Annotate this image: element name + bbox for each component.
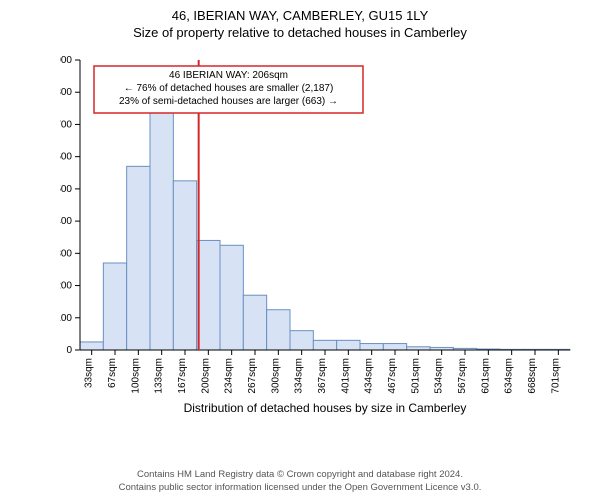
svg-text:200sqm: 200sqm <box>200 358 211 394</box>
histogram-bar <box>80 342 103 350</box>
svg-text:100sqm: 100sqm <box>130 358 141 394</box>
histogram-bar <box>103 263 126 350</box>
svg-text:501sqm: 501sqm <box>410 358 421 394</box>
histogram-svg: 0 100 200 300 400 500 600 700 800 900 33sqm 67sqm 10… <box>60 50 580 420</box>
svg-text:800: 800 <box>60 87 72 98</box>
svg-text:534sqm: 534sqm <box>434 358 445 394</box>
svg-text:701sqm: 701sqm <box>550 358 561 394</box>
svg-text:33sqm: 33sqm <box>84 358 95 388</box>
svg-text:700: 700 <box>60 119 72 130</box>
svg-text:0: 0 <box>66 345 72 356</box>
svg-text:401sqm: 401sqm <box>340 358 351 394</box>
histogram-bar <box>127 166 150 350</box>
svg-text:367sqm: 367sqm <box>317 358 328 394</box>
svg-text:334sqm: 334sqm <box>294 358 305 394</box>
svg-text:467sqm: 467sqm <box>387 358 398 394</box>
histogram-bar <box>197 240 220 350</box>
attribution-block: Contains HM Land Registry data © Crown c… <box>0 469 600 494</box>
histogram-bar <box>267 310 290 350</box>
title-line-1: 46, IBERIAN WAY, CAMBERLEY, GU15 1LY <box>0 8 600 23</box>
svg-text:601sqm: 601sqm <box>480 358 491 394</box>
svg-text:200: 200 <box>60 281 72 292</box>
svg-text:300: 300 <box>60 248 72 259</box>
svg-text:668sqm: 668sqm <box>527 358 538 394</box>
title-line-2: Size of property relative to detached ho… <box>0 25 600 40</box>
svg-text:567sqm: 567sqm <box>457 358 468 394</box>
svg-text:634sqm: 634sqm <box>504 358 515 394</box>
svg-text:300sqm: 300sqm <box>270 358 281 394</box>
histogram-bar <box>220 245 243 350</box>
svg-text:234sqm: 234sqm <box>224 358 235 394</box>
histogram-bar <box>383 344 406 350</box>
svg-text:400: 400 <box>60 216 72 227</box>
attribution-line-2: Contains public sector information licen… <box>0 482 600 494</box>
histogram-bar <box>337 340 360 350</box>
histogram-bar <box>243 295 266 350</box>
histogram-bar <box>360 344 383 350</box>
svg-text:67sqm: 67sqm <box>107 358 118 388</box>
svg-text:267sqm: 267sqm <box>247 358 258 394</box>
svg-text:100: 100 <box>60 313 72 324</box>
histogram-bar <box>173 181 196 350</box>
attribution-line-1: Contains HM Land Registry data © Crown c… <box>0 469 600 481</box>
svg-text:600: 600 <box>60 152 72 163</box>
svg-text:500: 500 <box>60 184 72 195</box>
svg-text:167sqm: 167sqm <box>177 358 188 394</box>
histogram-bar <box>150 97 173 350</box>
chart-area: 0 100 200 300 400 500 600 700 800 900 33sqm 67sqm 10… <box>60 50 580 420</box>
annotation-line: ← 76% of detached houses are smaller (2,… <box>124 83 334 94</box>
annotation-line: 46 IBERIAN WAY: 206sqm <box>169 70 288 81</box>
svg-text:434sqm: 434sqm <box>364 358 375 394</box>
x-axis-label: Distribution of detached houses by size … <box>184 401 467 415</box>
svg-text:900: 900 <box>60 55 72 66</box>
title-block: 46, IBERIAN WAY, CAMBERLEY, GU15 1LY Siz… <box>0 0 600 40</box>
annotation-line: 23% of semi-detached houses are larger (… <box>119 96 338 107</box>
histogram-bar <box>313 340 336 350</box>
chart-container: 46, IBERIAN WAY, CAMBERLEY, GU15 1LY Siz… <box>0 0 600 500</box>
svg-text:133sqm: 133sqm <box>154 358 165 394</box>
histogram-bar <box>290 331 313 350</box>
